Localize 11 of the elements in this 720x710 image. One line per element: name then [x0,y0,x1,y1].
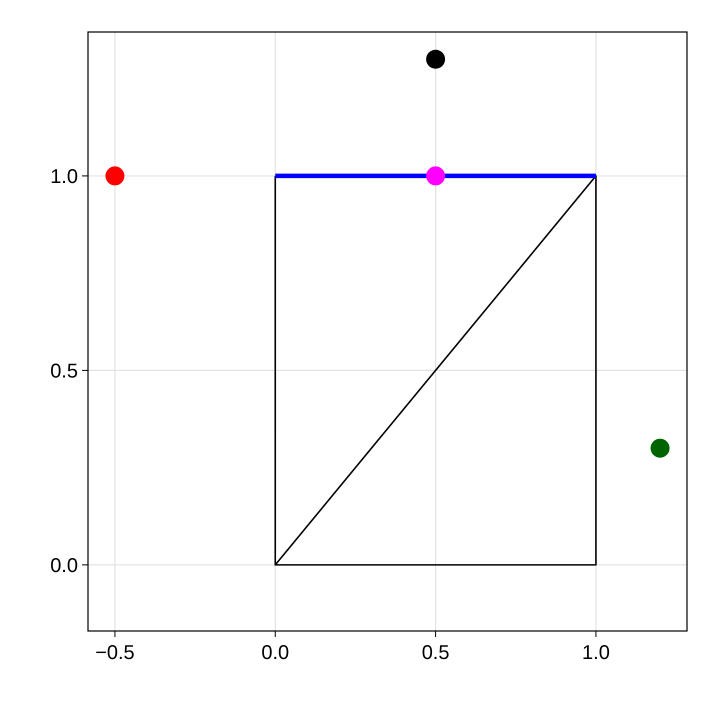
y-tick-label: 1.0 [50,166,78,188]
x-tick-label: 0.0 [261,642,290,664]
point [426,50,446,69]
y-tick-label: 0.0 [50,554,78,577]
x-tick-label: 0.5 [422,642,450,664]
point [426,166,446,186]
y-tick-label: 0.5 [50,360,78,382]
x-tick-label: 1.0 [582,642,610,664]
x-tick-label: −0.5 [95,642,135,664]
point [105,166,124,186]
point [650,438,670,458]
